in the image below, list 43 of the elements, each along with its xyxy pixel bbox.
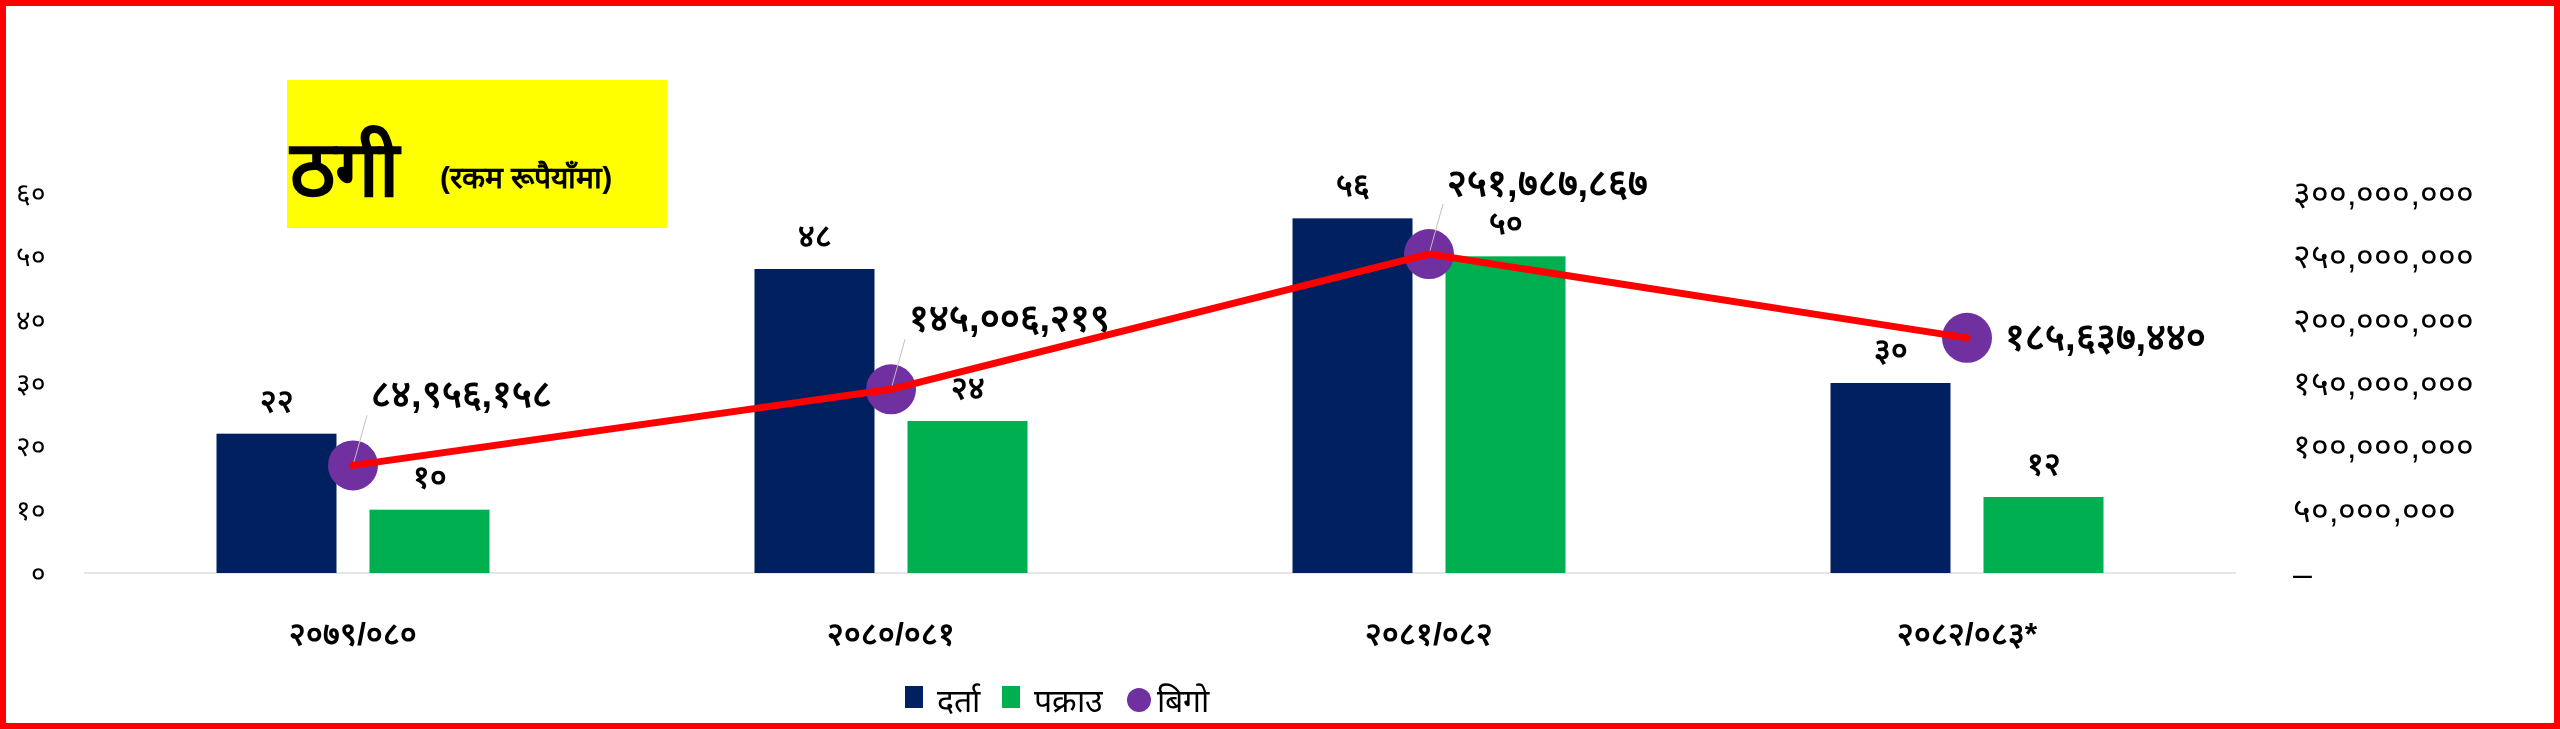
y2-tick-label: १००,०००,०००: [2293, 427, 2474, 466]
bar: [907, 421, 1028, 573]
chart-subtitle: (रकम रूपैयाँमा): [440, 160, 613, 194]
y2-tick-label: २००,०००,०००: [2293, 300, 2474, 339]
y-tick-label: २०: [16, 431, 46, 463]
bar: [754, 269, 875, 573]
bar: [369, 509, 490, 573]
data-label: २२: [259, 382, 294, 419]
bar: [1830, 383, 1951, 573]
data-label: १४५,००६,२१९: [909, 297, 1111, 340]
y2-tick-label: ३००,०००,०००: [2293, 174, 2474, 212]
data-label: ३०: [1873, 332, 1908, 368]
chart-title: ठगी: [288, 124, 402, 213]
data-label: ८४,९५६,१५८: [371, 373, 553, 416]
data-label: ४८: [797, 218, 832, 254]
x-tick-label: २०८०/०८१: [827, 616, 955, 652]
y2-tick-label: ५०,०००,०००: [2293, 490, 2456, 529]
y-tick-label: ६०: [16, 178, 46, 209]
bar: [1445, 256, 1566, 573]
x-tick-label: २०७९/०८०: [289, 616, 417, 652]
data-label: ५६: [1335, 167, 1370, 204]
y-tick-label: ०: [31, 558, 46, 589]
data-label: १०: [412, 458, 447, 495]
data-label: १२: [2026, 446, 2061, 482]
x-tick-label: २०८१/०८२: [1365, 616, 1493, 652]
data-label: ५०: [1488, 205, 1523, 242]
y-tick-label: १०: [16, 494, 46, 526]
legend-label: पक्राउ: [1034, 683, 1104, 719]
bar: [216, 433, 337, 573]
bar: [1983, 497, 2104, 573]
y-tick-label: ५०: [16, 241, 46, 273]
y2-tick-label: –: [2293, 554, 2312, 592]
y2-tick-label: २५०,०००,०००: [2293, 237, 2474, 276]
legend-label: दर्ता: [937, 683, 981, 719]
x-tick-label: २०८२/०८३*: [1896, 616, 2038, 652]
bar: [1292, 218, 1413, 573]
legend-label: बिगो: [1157, 683, 1210, 719]
y-tick-label: ४०: [16, 304, 46, 336]
y2-tick-label: १५०,०००,०००: [2293, 364, 2474, 402]
data-label: २५१,७८७,८६७: [1447, 162, 1649, 205]
y-tick-label: ३०: [16, 368, 46, 399]
data-label: १८५,६३७,४४०: [2005, 315, 2207, 358]
data-label: २४: [950, 370, 985, 406]
